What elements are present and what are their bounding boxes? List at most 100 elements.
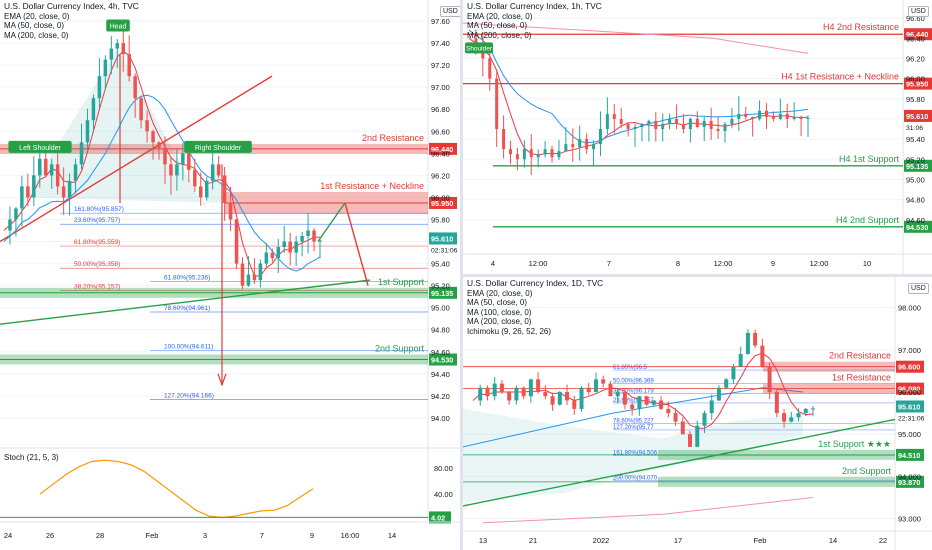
x-tick-label: 10: [863, 259, 871, 268]
d1-indicator-ema[interactable]: EMA (20, close, 0): [467, 288, 533, 298]
x-tick-label: 17: [674, 536, 682, 545]
fib-label: 100.00%(94.611): [164, 344, 213, 351]
d1-candle: [593, 379, 598, 393]
h4-candle: [306, 230, 310, 237]
d1-candle: [659, 400, 664, 409]
h4-candle: [258, 263, 263, 281]
level-label: 2nd Support: [842, 466, 892, 476]
projection-up: [317, 202, 346, 242]
d1-candle: [572, 400, 577, 409]
h4-candle: [270, 252, 275, 259]
d1-chart-panel[interactable]: 61.80%(96.5 50.00%(96.369 38.20%(96.179 23.…: [463, 277, 932, 550]
h4-candle: [49, 164, 54, 176]
x-tick-label: 12:00: [810, 259, 829, 268]
h4-candle: [8, 219, 12, 231]
y-tick-label: 96.60: [431, 127, 450, 136]
h4-candle: [55, 164, 60, 187]
h1-candle: [585, 139, 589, 150]
h4-candle: [85, 120, 90, 143]
h4-candle: [32, 175, 36, 198]
d1-candle: [492, 383, 497, 397]
y-tick-label: 96.60: [906, 14, 925, 23]
y-tick-label: 97.00: [431, 83, 450, 92]
h4-candle: [61, 186, 66, 198]
h4-candle: [222, 175, 227, 203]
x-tick-label: 3: [203, 531, 207, 540]
d1-candle: [688, 434, 693, 447]
h4-candle: [14, 208, 18, 220]
h4-candle: [145, 120, 149, 132]
y-tick-label: 93.000: [898, 515, 921, 524]
x-tick-label: 28: [96, 531, 104, 540]
ma200-line: [482, 497, 814, 524]
d1-indicator-ichimoku[interactable]: Ichimoku (9, 26, 52, 26): [467, 326, 552, 336]
h4-candle: [294, 241, 298, 253]
level-price-tag: 96.600: [898, 363, 920, 372]
h4-candle: [103, 59, 108, 77]
h1-indicator-ma50[interactable]: MA (50, close, 0): [467, 21, 528, 31]
d1-candle: [774, 392, 779, 414]
x-tick-label: 9: [310, 531, 314, 540]
h4-chart-panel[interactable]: 61.80%(95.559) 50.00%(95.358) 38.20%(95.15…: [0, 0, 460, 550]
h1-chart-plot[interactable]: H4 2nd Resistance 96.440 H4 1st Resistance…: [463, 0, 932, 274]
d1-candle: [803, 408, 808, 414]
h1-title: U.S. Dollar Currency Index, 1h, TVC: [467, 1, 602, 11]
d1-indicator-ma50[interactable]: MA (50, close, 0): [467, 298, 528, 308]
d1-chart-plot[interactable]: 61.80%(96.5 50.00%(96.369 38.20%(96.179 23.…: [463, 277, 932, 550]
d1-indicator-ma100[interactable]: MA (100, close, 0): [467, 307, 532, 317]
projection-down: [344, 202, 369, 286]
h1-candle: [654, 120, 658, 129]
h1-legend: U.S. Dollar Currency Index, 1h, TVC EMA …: [467, 1, 602, 40]
h1-candle: [626, 123, 630, 129]
usd-currency-badge[interactable]: USD: [908, 283, 929, 294]
h1-indicator-ema[interactable]: EMA (20, close, 0): [467, 11, 533, 21]
h1-candle: [612, 113, 616, 119]
level-price-tag: 93.870: [898, 478, 920, 487]
h4-candle: [169, 164, 173, 176]
h4-candle: [204, 180, 209, 198]
h4-indicator-ema[interactable]: EMA (20, close, 0): [4, 11, 70, 21]
d1-candle: [521, 387, 526, 397]
h1-indicator-ma200[interactable]: MA (200, close, 0): [467, 30, 532, 40]
x-tick-label: Feb: [754, 536, 767, 545]
h1-candle: [702, 120, 706, 127]
pattern-label: Right Shoulder: [195, 145, 242, 152]
h4-indicator-ma50[interactable]: MA (50, close, 0): [4, 21, 65, 31]
h4-chart-plot[interactable]: 61.80%(95.559) 50.00%(95.358) 38.20%(95.15…: [0, 0, 460, 550]
panel-divider-vertical[interactable]: [460, 0, 463, 550]
level-price-tag-bg: [896, 382, 924, 395]
d1-candle: [695, 425, 700, 447]
h4-indicator-ma200[interactable]: MA (200, close, 0): [4, 30, 69, 40]
y-tick-label: 95.40: [431, 260, 450, 269]
d1-candle: [622, 392, 627, 405]
d1-candle: [796, 413, 801, 418]
stoch-last-tag: 4.02: [431, 513, 445, 522]
panel-divider-horizontal[interactable]: [463, 274, 932, 277]
h4-candle: [73, 164, 78, 181]
level-price-tag-bg: [429, 286, 457, 299]
h1-candle: [751, 116, 755, 119]
level-price-tag: 95.135: [906, 162, 928, 171]
y-tick-label: 94.60: [906, 216, 925, 225]
support-trendline: [0, 279, 371, 325]
h1-candle: [716, 129, 720, 132]
h4-candle: [193, 169, 197, 187]
level-label: 2nd Resistance: [362, 133, 424, 143]
y-tick-label: 97.20: [431, 61, 450, 70]
d1-legend: U.S. Dollar Currency Index, 1D, TVC EMA …: [467, 278, 603, 337]
h1-candle: [771, 116, 775, 119]
level-price-tag-bg: [904, 28, 932, 41]
d1-candle: [637, 396, 642, 409]
usd-currency-badge[interactable]: USD: [908, 6, 929, 17]
d1-candle: [767, 366, 772, 393]
usd-currency-badge[interactable]: USD: [440, 6, 460, 17]
x-tick-label: 12:00: [529, 259, 548, 268]
x-tick-label: 7: [260, 531, 264, 540]
h4-candle: [163, 147, 167, 165]
h4-candle: [318, 240, 322, 242]
h1-candle: [564, 144, 568, 152]
last-price-tag: 95.610: [431, 234, 453, 243]
d1-indicator-ma200[interactable]: MA (200, close, 0): [467, 317, 532, 327]
h1-chart-panel[interactable]: H4 2nd Resistance 96.440 H4 1st Resistance…: [463, 0, 932, 274]
level-label: 1st Resistance + Neckline: [320, 181, 424, 191]
